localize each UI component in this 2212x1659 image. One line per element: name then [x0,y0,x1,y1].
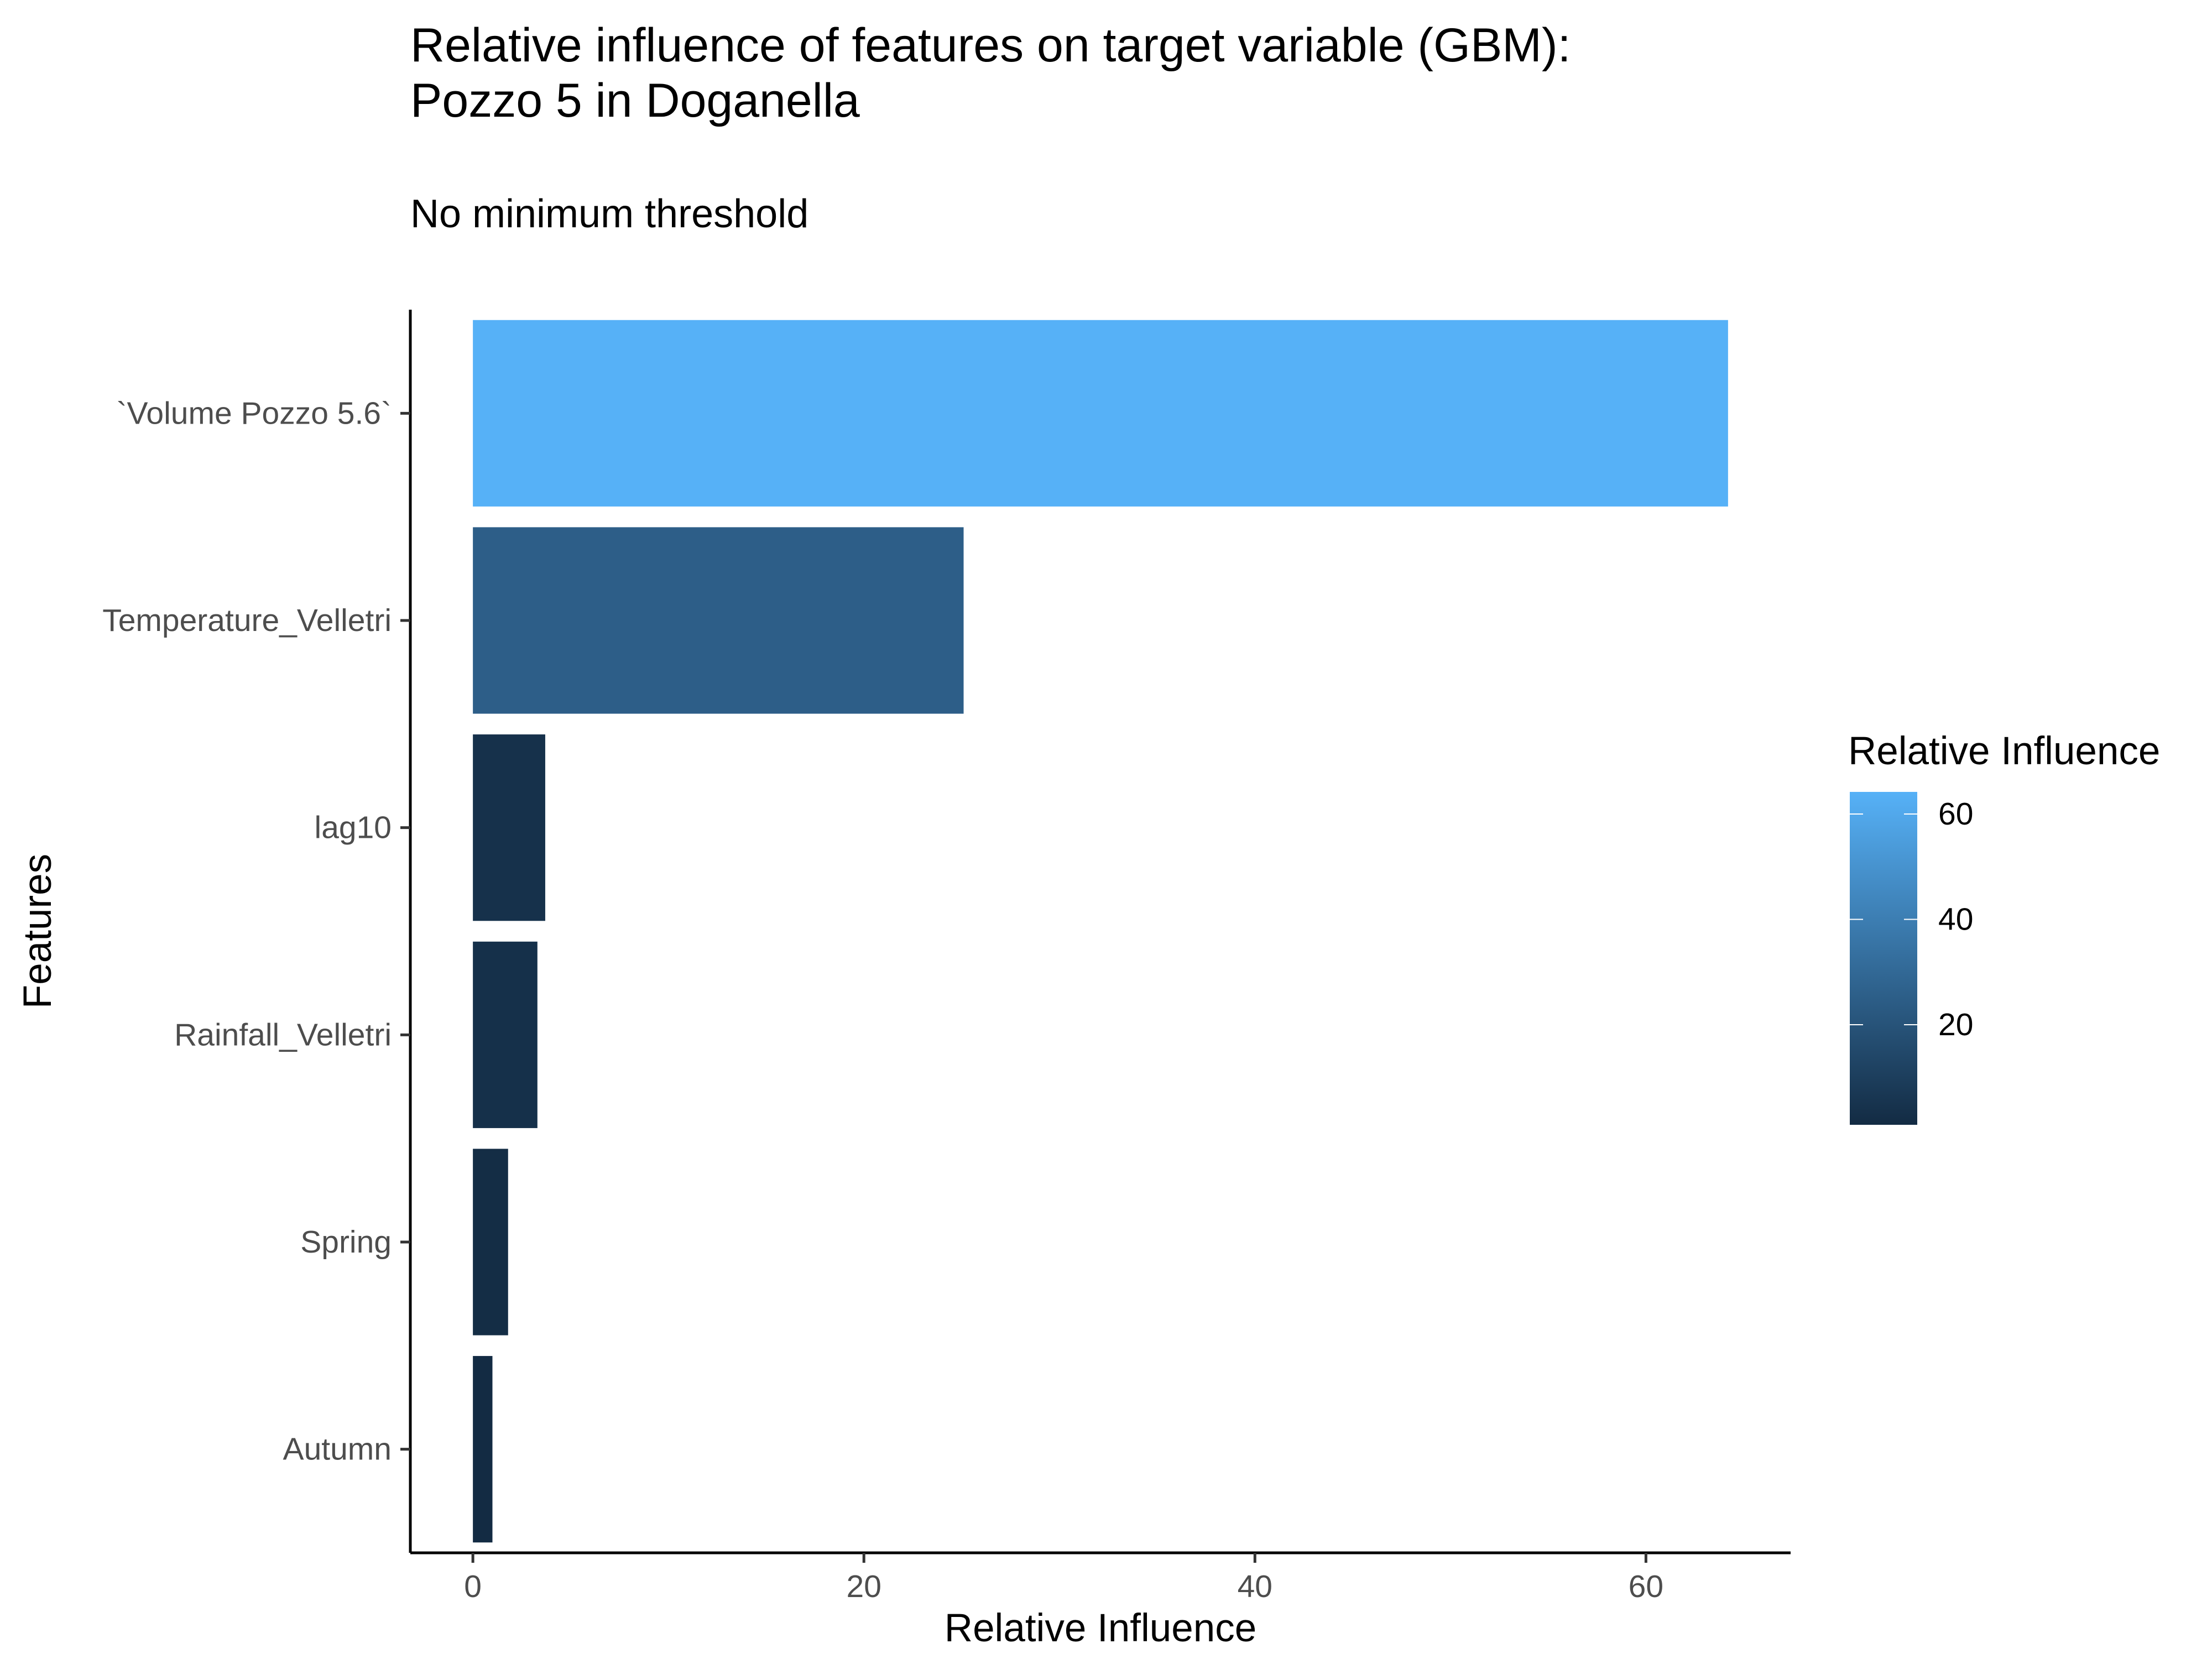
y-tick-label: lag10 [315,810,392,846]
legend: Relative Influence 20 40 60 [1848,729,2160,1125]
bar-autumn [473,1356,493,1543]
bar-spring [473,1149,508,1335]
x-tick-label: 40 [1238,1569,1272,1604]
chart-title: Relative influence of features on target… [410,19,1571,127]
y-tick-label: Spring [300,1224,392,1260]
x-tick-label: 20 [847,1569,881,1604]
legend-tick-label: 40 [1938,902,1973,937]
y-axis-title: Features [16,854,60,1009]
legend-colorbar [1850,792,1917,1125]
x-tick-label: 0 [464,1569,482,1604]
x-tick-label: 60 [1629,1569,1663,1604]
legend-title: Relative Influence [1848,729,2160,773]
bar-lag10 [473,734,545,921]
axes-group: `Volume Pozzo 5.6` Temperature_Velletrila… [16,310,1791,1650]
bars-group [473,320,1728,1543]
y-tick-label: Temperature_Velletri [102,603,392,638]
x-axis-title: Relative Influence [945,1606,1256,1650]
legend-tick-label: 20 [1938,1007,1973,1042]
y-tick-label: Rainfall_Velletri [174,1017,392,1052]
bar-rainfall-velletri [473,941,538,1128]
y-tick-label: `Volume Pozzo 5.6` [117,395,392,431]
bar-volume-pozzo-5-6 [473,320,1728,507]
chart-subtitle: No minimum threshold [410,192,809,236]
legend-tick-label: 60 [1938,796,1973,832]
y-tick-label: Autumn [283,1432,392,1467]
bar-temperature-velletri [473,527,964,714]
